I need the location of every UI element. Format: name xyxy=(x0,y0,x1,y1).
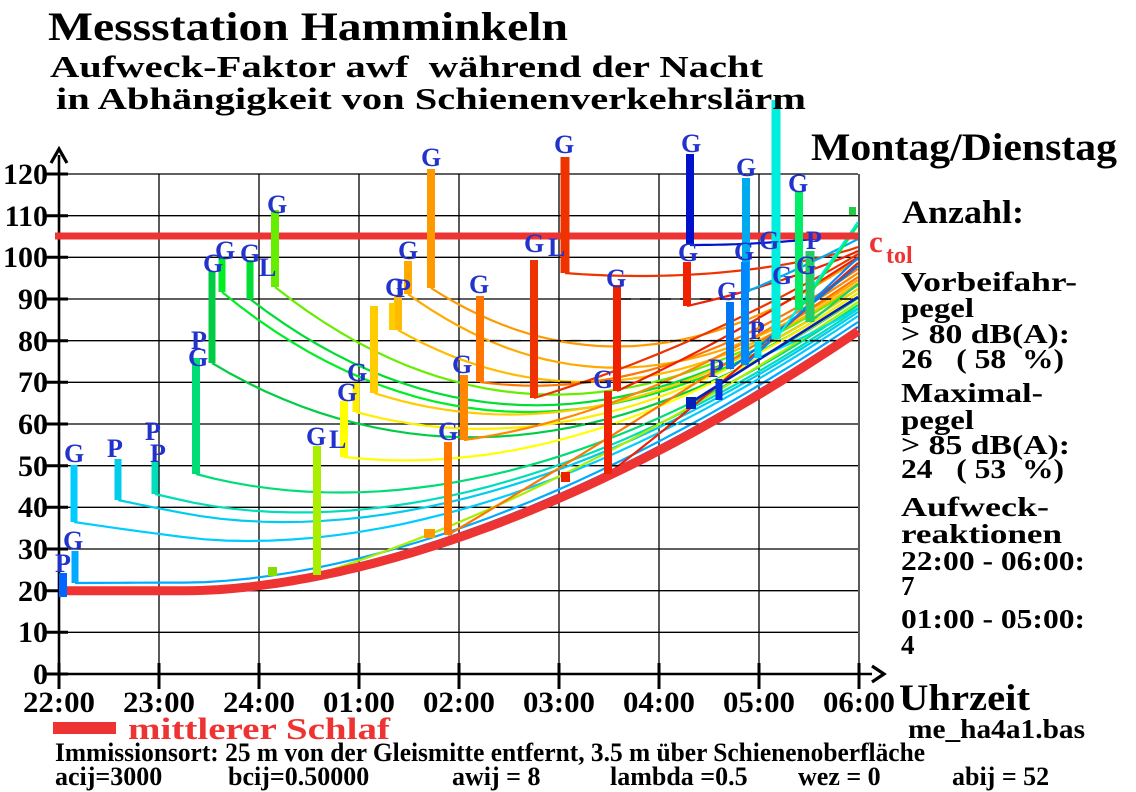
svg-text:7: 7 xyxy=(901,571,915,601)
svg-text:in Abhängigkeit von Schienenve: in Abhängigkeit von Schienenverkehrslärm xyxy=(56,81,806,116)
svg-text:wez = 0: wez = 0 xyxy=(798,762,881,791)
svg-text:L: L xyxy=(259,253,276,282)
svg-text:lambda =0.5: lambda =0.5 xyxy=(610,762,748,791)
svg-text:pegel: pegel xyxy=(901,405,975,435)
svg-text:22:00 - 06:00:: 22:00 - 06:00: xyxy=(901,546,1085,576)
svg-text:03:00: 03:00 xyxy=(523,686,595,719)
svg-text:04:00: 04:00 xyxy=(623,686,695,719)
svg-text:G: G xyxy=(524,229,544,258)
svg-text:c: c xyxy=(869,224,883,259)
svg-text:pegel: pegel xyxy=(901,293,975,323)
svg-text:G: G xyxy=(188,343,208,372)
svg-text:P: P xyxy=(191,326,207,355)
svg-text:Montag/Dienstag: Montag/Dienstag xyxy=(811,126,1118,169)
svg-text:30: 30 xyxy=(18,533,48,566)
svg-text:L: L xyxy=(329,425,346,454)
svg-text:P: P xyxy=(708,354,724,383)
svg-text:> 85 dB(A):: > 85 dB(A): xyxy=(901,430,1070,460)
svg-text:80: 80 xyxy=(18,325,48,358)
svg-text:Uhrzeit: Uhrzeit xyxy=(899,678,1031,719)
svg-text:02:00: 02:00 xyxy=(423,686,495,719)
svg-text:P: P xyxy=(749,316,765,345)
svg-text:P: P xyxy=(806,226,822,255)
svg-text:10: 10 xyxy=(18,616,48,649)
svg-text:G: G xyxy=(452,350,472,379)
svg-text:G: G xyxy=(678,238,698,267)
svg-text:Maximal-: Maximal- xyxy=(901,378,1043,408)
svg-text:acij=3000: acij=3000 xyxy=(55,762,162,791)
svg-text:G: G xyxy=(469,270,489,299)
svg-text:P: P xyxy=(150,439,166,468)
svg-text:26 ( 58 %): 26 ( 58 %) xyxy=(901,344,1064,374)
svg-text:P: P xyxy=(55,549,71,578)
svg-text:P: P xyxy=(107,434,123,463)
svg-text:L: L xyxy=(548,233,565,262)
svg-text:Messstation Hamminkeln: Messstation Hamminkeln xyxy=(48,4,568,49)
svg-text:06:00: 06:00 xyxy=(823,686,895,719)
svg-text:20: 20 xyxy=(18,575,48,608)
svg-text:24:00: 24:00 xyxy=(223,686,295,719)
svg-text:awij = 8: awij = 8 xyxy=(452,762,540,791)
svg-text:Vorbeifahr-: Vorbeifahr- xyxy=(901,267,1077,297)
svg-text:100: 100 xyxy=(3,241,48,274)
svg-text:tol: tol xyxy=(886,243,913,269)
svg-text:G: G xyxy=(736,153,756,182)
svg-text:Anzahl:: Anzahl: xyxy=(902,195,1024,231)
svg-text:me_ha4a1.bas: me_ha4a1.bas xyxy=(908,714,1085,744)
svg-text:G: G xyxy=(593,365,613,394)
svg-text:01:00 - 05:00:: 01:00 - 05:00: xyxy=(901,604,1085,634)
svg-text:G: G xyxy=(796,251,816,280)
svg-text:60: 60 xyxy=(18,408,48,441)
svg-text:G: G xyxy=(421,143,441,172)
svg-text:G: G xyxy=(606,264,626,293)
svg-text:4: 4 xyxy=(901,630,915,660)
svg-text:G: G xyxy=(554,130,574,159)
svg-text:70: 70 xyxy=(18,366,48,399)
svg-text:G: G xyxy=(398,236,418,265)
svg-text:G: G xyxy=(337,378,357,407)
svg-text:G: G xyxy=(240,239,260,268)
svg-text:> 80 dB(A):: > 80 dB(A): xyxy=(901,319,1070,349)
svg-text:mittlerer Schlaf: mittlerer Schlaf xyxy=(128,711,391,746)
svg-text:G: G xyxy=(63,526,83,555)
svg-text:Aufweck-: Aufweck- xyxy=(901,492,1049,522)
svg-text:G: G xyxy=(734,237,754,266)
svg-text:P: P xyxy=(145,417,161,446)
svg-text:05:00: 05:00 xyxy=(723,686,795,719)
svg-text:G: G xyxy=(438,417,458,446)
svg-text:abij = 52: abij = 52 xyxy=(952,762,1049,791)
svg-text:reaktionen: reaktionen xyxy=(901,519,1062,549)
svg-text:G: G xyxy=(717,277,737,306)
svg-text:110: 110 xyxy=(5,200,48,233)
svg-text:G: G xyxy=(64,439,84,468)
svg-text:G: G xyxy=(267,190,287,219)
svg-text:G: G xyxy=(306,422,326,451)
svg-text:G: G xyxy=(215,236,235,265)
svg-text:23:00: 23:00 xyxy=(123,686,195,719)
svg-text:G: G xyxy=(759,226,779,255)
svg-text:01:00: 01:00 xyxy=(323,686,395,719)
svg-text:G: G xyxy=(681,129,701,158)
svg-text:0: 0 xyxy=(33,658,48,691)
svg-text:G: G xyxy=(788,169,808,198)
svg-text:90: 90 xyxy=(18,283,48,316)
svg-text:P: P xyxy=(395,274,411,303)
svg-text:G: G xyxy=(772,261,792,290)
svg-text:bcij=0.50000: bcij=0.50000 xyxy=(228,762,369,791)
svg-text:24 ( 53 %): 24 ( 53 %) xyxy=(901,454,1064,484)
svg-text:40: 40 xyxy=(18,491,48,524)
svg-text:G: G xyxy=(385,273,405,302)
svg-text:120: 120 xyxy=(3,158,48,191)
svg-text:50: 50 xyxy=(18,450,48,483)
svg-text:22:00: 22:00 xyxy=(23,686,95,719)
svg-text:G: G xyxy=(203,249,223,278)
svg-text:Aufweck-Faktor awf während de: Aufweck-Faktor awf während der Nacht xyxy=(50,49,764,84)
svg-text:Immissionsort: 25 m von der Gl: Immissionsort: 25 m von der Gleismitte e… xyxy=(55,738,925,767)
svg-text:G: G xyxy=(347,358,367,387)
